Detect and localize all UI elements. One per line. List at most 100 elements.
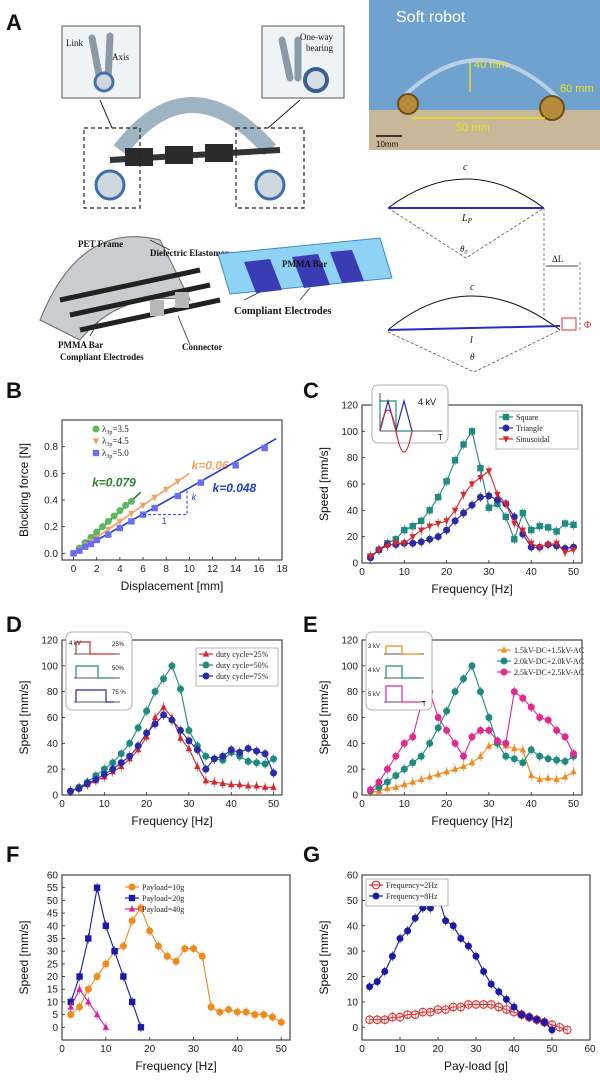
electrode-block-2 [165,146,193,164]
legend-entry: Frequency=2Hz [386,881,438,890]
arc-top [387,178,545,209]
x-tick-label: 2 [94,564,100,575]
connector-1 [150,300,164,316]
y-tick-label: 60 [347,871,359,882]
data-point [476,726,484,734]
data-point [451,507,459,515]
legend-marker [128,894,136,902]
legend-lambda: λ [102,424,107,434]
robot-illustration [83,97,305,209]
data-point [216,1008,224,1016]
data-point [185,737,193,745]
data-point [93,884,101,891]
label-compliant-electrodes-large: Compliant Electrodes [234,306,332,317]
legend-entry: 2.0kV-DC+2.0kV-AC [514,657,584,666]
data-point [486,1000,496,1009]
pet-arch [113,97,276,156]
data-point [126,739,134,747]
data-point [104,517,112,525]
data-point [536,752,544,760]
legend-marker [500,668,508,676]
data-point [460,441,467,448]
data-point [67,1011,75,1019]
label-theta0-main: θ [460,244,465,254]
x-axis-label: Displacement [mm] [121,579,224,593]
data-point [519,759,527,767]
data-point [518,1011,526,1019]
inset-right-bearing: One-way bearing [261,25,345,99]
dc-ac-inset-box [365,631,433,711]
data-point [127,497,135,505]
y-tick-label: 80 [347,687,359,698]
data-point [495,988,503,996]
data-point [105,526,112,534]
data-point [434,724,442,732]
data-point [392,783,400,790]
inset-voltage-label: 4 kV [418,397,436,407]
fit-slope-label: k=0.079 [92,476,136,490]
data-point [375,547,383,554]
x-tick-label: 18 [276,564,288,575]
data-point [555,1022,564,1032]
data-point [70,550,77,557]
data-point [477,474,484,482]
data-point [417,538,425,546]
data-point [116,524,124,532]
duty-label: 25% [112,642,125,648]
plot-frame [61,419,283,561]
data-point [151,688,159,696]
data-point [128,917,136,925]
data-point [434,714,442,721]
data-point [493,496,501,504]
label-pmma-bar: PMMA Bar [58,340,103,350]
data-point [443,478,450,485]
data-point [451,739,459,747]
data-point [143,707,151,715]
x-axis-label: Frequency [Hz] [131,814,212,828]
y-tick-label: 100 [341,661,358,672]
detail-leader-1 [243,291,261,301]
data-point [401,540,408,548]
data-point [134,742,142,750]
data-point [380,1015,390,1025]
data-point [366,983,374,991]
data-point [122,501,130,509]
legend-entry: Payload=40g [142,905,184,914]
data-point [174,478,181,486]
exploded-leader-lines [89,239,191,346]
y-tick-label: 20 [347,972,359,983]
data-point [544,755,552,763]
data-point [384,784,391,792]
dc-ac-voltage-label: 5 kV [368,692,380,698]
dc-ac-voltage-label: 3 kV [368,644,380,650]
left-wheel [94,169,126,201]
data-point [434,493,442,501]
dc-ac-waveform [385,665,420,679]
y-tick-label: 50 [47,896,59,907]
y-tick-label: 60 [347,480,359,491]
chart-c: 0 10 20 30 40 50 0 20 40 60 80 100 120 Frequency [Hz]… [317,384,583,596]
data-point [570,547,577,554]
x-tick-label: 50 [276,1044,288,1055]
data-point [367,553,374,561]
y-axis-label: Speed [mm/s] [17,680,31,754]
data-point [544,716,552,724]
legend-entry: duty cycle=50% [216,661,269,670]
pmma-stripe-1 [244,259,282,293]
data-point [418,527,425,534]
data-point [261,750,269,758]
data-point [134,724,142,732]
data-point [225,1006,233,1014]
panel-a: A Link Axis One-way bearing [6,0,600,373]
label-one-way: One-way [300,32,333,42]
data-point [242,1008,250,1016]
data-point [92,776,100,783]
data-point [570,750,578,758]
legend-marker [500,657,508,665]
data-point [392,752,400,760]
chart-b: 0 2 4 6 8 10 12 14 16 18 0.0 0.2 0.4 0.6 0.8 Displaceme… [17,419,288,593]
data-point [76,547,83,554]
detail-leader-2 [299,287,311,301]
inset-time-label: T [438,433,443,442]
data-point [119,942,127,950]
